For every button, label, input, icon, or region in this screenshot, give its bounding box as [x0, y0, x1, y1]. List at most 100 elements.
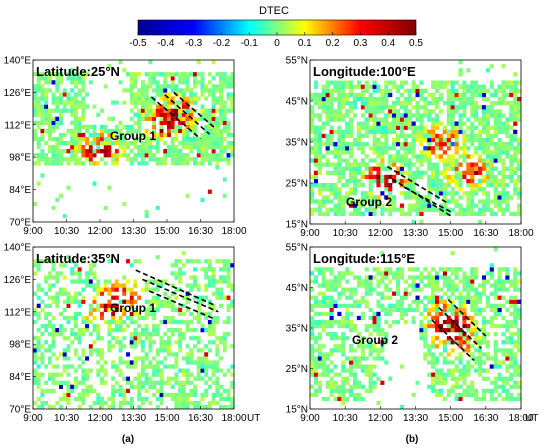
- heatmap-cell: [462, 105, 467, 110]
- heatmap-cell: [392, 117, 397, 122]
- heatmap-cell: [337, 392, 342, 398]
- heatmap-cell: [222, 336, 227, 341]
- heatmap-cell: [329, 336, 334, 341]
- heatmap-cell: [200, 404, 205, 410]
- heatmap-cell: [204, 141, 209, 146]
- heatmap-cell: [163, 112, 168, 117]
- heatmap-cell: [33, 311, 37, 317]
- heatmap-cell: [478, 105, 483, 110]
- heatmap-cell: [415, 203, 420, 208]
- heatmap-cell: [329, 352, 334, 357]
- heatmap-cell: [159, 124, 164, 130]
- heatmap-cell: [185, 356, 190, 361]
- heatmap-cell: [62, 368, 67, 373]
- heatmap-cell: [226, 271, 231, 276]
- heatmap-cell: [419, 323, 424, 329]
- heatmap-cell: [211, 145, 216, 150]
- heatmap-cell: [395, 283, 401, 288]
- heatmap-cell: [497, 183, 502, 188]
- heatmap-cell: [450, 376, 455, 381]
- heatmap-cell: [329, 392, 334, 398]
- heatmap-cell: [352, 178, 358, 184]
- heatmap-cell: [497, 364, 502, 369]
- heatmap-cell: [51, 128, 56, 134]
- heatmap-cell: [345, 96, 350, 102]
- heatmap-cell: [204, 372, 209, 377]
- heatmap-cell: [368, 105, 373, 110]
- heatmap-cell: [372, 207, 377, 212]
- heatmap-cell: [392, 162, 397, 167]
- heatmap-cell: [70, 72, 75, 77]
- heatmap-cell: [423, 344, 428, 349]
- heatmap-cell: [481, 307, 487, 312]
- heatmap-cell: [450, 360, 455, 365]
- heatmap-cell: [178, 100, 183, 105]
- heatmap-cell: [376, 283, 381, 288]
- heatmap-cell: [148, 380, 153, 385]
- heatmap-cell: [341, 291, 346, 296]
- heatmap-cell: [446, 340, 451, 345]
- heatmap-cell: [513, 307, 518, 312]
- heatmap-cell: [70, 315, 75, 321]
- heatmap-cell: [47, 311, 52, 317]
- heatmap-cell: [226, 76, 231, 81]
- heatmap-cell: [333, 129, 338, 134]
- heatmap-cell: [167, 380, 171, 385]
- heatmap-cell: [513, 311, 518, 317]
- heatmap-cell: [92, 295, 97, 300]
- heatmap-cell: [384, 319, 389, 325]
- heatmap-cell: [73, 104, 78, 109]
- heatmap-cell: [352, 323, 358, 329]
- heatmap-cell: [81, 153, 86, 158]
- heatmap-cell: [509, 154, 514, 159]
- heatmap-cell: [349, 80, 354, 85]
- heatmap-cell: [380, 109, 385, 114]
- heatmap-cell: [174, 124, 179, 130]
- heatmap-cell: [70, 145, 75, 150]
- heatmap-cell: [155, 307, 160, 312]
- heatmap-cell: [189, 259, 194, 264]
- heatmap-cell: [356, 364, 361, 369]
- heatmap-cell: [474, 117, 479, 122]
- heatmap-cell: [181, 303, 186, 308]
- heatmap-cell: [33, 356, 37, 361]
- heatmap-cell: [47, 332, 52, 337]
- heatmap-cell: [485, 183, 490, 188]
- heatmap-cell: [219, 149, 224, 154]
- heatmap-cell: [446, 336, 451, 341]
- heatmap-cell: [489, 101, 494, 106]
- heatmap-cell: [129, 332, 134, 337]
- heatmap-cell: [215, 88, 220, 93]
- heatmap-cell: [395, 271, 401, 276]
- heatmap-cell: [458, 307, 463, 312]
- heatmap-cell: [215, 165, 220, 170]
- heatmap-cell: [384, 84, 389, 89]
- heatmap-cell: [155, 279, 160, 284]
- heatmap-cell: [485, 195, 490, 200]
- heatmap-cell: [204, 84, 209, 89]
- heatmap-cell: [329, 319, 334, 325]
- heatmap-cell: [395, 299, 401, 304]
- heatmap-cell: [462, 121, 467, 126]
- heatmap-cell: [85, 388, 90, 393]
- heatmap-cell: [380, 162, 385, 167]
- heatmap-cell: [40, 344, 45, 349]
- heatmap-cell: [360, 283, 365, 288]
- heatmap-cell: [407, 170, 412, 175]
- heatmap-cell: [122, 396, 127, 402]
- heatmap-cell: [55, 145, 60, 150]
- heatmap-cell: [489, 92, 494, 98]
- heatmap-cell: [435, 279, 440, 284]
- heatmap-cell: [478, 368, 483, 373]
- heatmap-cell: [44, 275, 49, 280]
- heatmap-cell: [230, 100, 235, 105]
- heatmap-cell: [36, 124, 41, 130]
- heatmap-cell: [442, 376, 447, 381]
- heatmap-cell: [200, 392, 205, 398]
- heatmap-cell: [140, 396, 145, 402]
- group-label: Group 1: [110, 301, 156, 315]
- heatmap-cell: [493, 344, 498, 349]
- colorbar-tick-label: -0.2: [213, 38, 231, 49]
- heatmap-cell: [481, 211, 487, 216]
- heatmap-cell: [384, 336, 389, 341]
